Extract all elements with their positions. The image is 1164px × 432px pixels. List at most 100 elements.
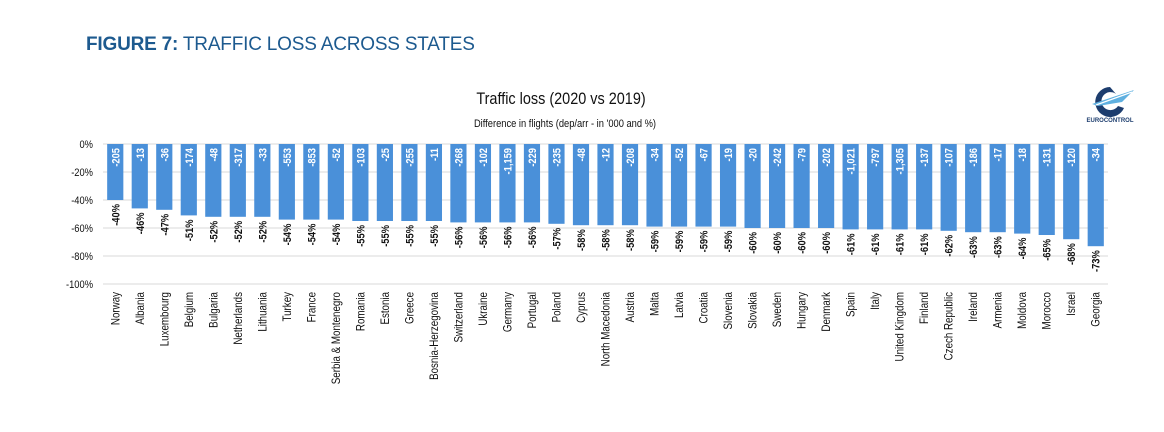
value-label-pct: -55%: [405, 225, 417, 247]
value-label-abs: -11: [429, 148, 441, 161]
bar: [867, 144, 884, 230]
value-label-abs: -242: [772, 148, 784, 167]
value-label-pct: -56%: [503, 226, 515, 248]
value-label-abs: -103: [356, 148, 368, 167]
x-tick-label: Croatia: [698, 292, 711, 324]
bar: [401, 144, 418, 221]
value-label-pct: -60%: [797, 232, 809, 254]
bar: [499, 144, 516, 223]
bar: [376, 144, 393, 221]
value-label-abs: -553: [282, 148, 294, 167]
value-label-pct: -61%: [920, 233, 932, 255]
bar: [646, 144, 663, 227]
bar: [254, 144, 271, 217]
x-tick-label: Turkey: [281, 291, 294, 321]
value-label-abs: -18: [1018, 148, 1030, 162]
bar: [965, 144, 982, 233]
value-label-pct: -40%: [111, 204, 123, 226]
value-label-pct: -54%: [282, 224, 294, 246]
bar: [793, 144, 810, 228]
value-label-abs: -67: [699, 148, 711, 162]
bar: [1038, 144, 1055, 235]
value-label-pct: -55%: [356, 225, 368, 247]
value-label-abs: -268: [454, 148, 466, 167]
value-label-abs: -102: [478, 148, 490, 167]
value-label-pct: -61%: [846, 233, 858, 255]
value-label-abs: -13: [135, 148, 147, 162]
bar: [450, 144, 467, 223]
value-label-abs: -208: [625, 148, 637, 167]
x-tick-label: Slovenia: [722, 292, 735, 330]
value-label-abs: -36: [160, 148, 172, 162]
x-tick-label: Albania: [134, 292, 147, 325]
value-label-abs: -255: [405, 148, 417, 167]
value-label-abs: -186: [969, 148, 981, 167]
x-tick-label: United Kingdom: [894, 292, 907, 362]
value-label-pct: -56%: [527, 226, 539, 248]
value-label-abs: -48: [576, 148, 588, 162]
bar: [278, 144, 295, 220]
value-label-pct: -65%: [1042, 239, 1054, 261]
value-label-abs: -19: [723, 148, 735, 162]
value-label-abs: -1,021: [846, 148, 858, 175]
value-label-abs: -52: [331, 148, 343, 162]
bar: [131, 144, 148, 209]
value-label-pct: -61%: [895, 233, 907, 255]
value-label-pct: -46%: [135, 212, 147, 234]
bar: [327, 144, 344, 220]
value-label-pct: -51%: [184, 219, 196, 241]
bar: [180, 144, 197, 216]
eurocontrol-logo-icon: [1092, 87, 1134, 117]
value-label-pct: -63%: [969, 236, 981, 258]
value-label-pct: -60%: [821, 232, 833, 254]
bar: [156, 144, 173, 210]
y-tick-label: -100%: [66, 279, 93, 291]
x-tick-label: Ukraine: [477, 292, 490, 326]
x-tick-label: North Macedonia: [600, 292, 613, 366]
value-label-abs: -25: [380, 148, 392, 162]
x-tick-label: Latvia: [673, 292, 686, 318]
value-label-pct: -58%: [625, 229, 637, 251]
value-label-abs: -17: [993, 148, 1005, 162]
bar: [744, 144, 761, 228]
x-tick-label: Serbia & Montenegro: [330, 292, 343, 384]
value-label-pct: -58%: [576, 229, 588, 251]
bar: [916, 144, 933, 230]
x-tick-label: Italy: [869, 291, 882, 310]
y-tick-label: -80%: [71, 251, 93, 263]
x-tick-label: Lithuania: [257, 292, 270, 332]
bar: [1087, 144, 1104, 247]
value-label-abs: -174: [184, 148, 196, 167]
figure-title-text: TRAFFIC LOSS ACROSS STATES: [182, 34, 475, 55]
x-tick-label: Luxembourg: [159, 292, 172, 346]
logo-text: EUROCONTROL: [1086, 118, 1134, 124]
value-label-abs: -229: [527, 148, 539, 167]
value-label-abs: -797: [871, 148, 883, 167]
value-label-pct: -58%: [601, 229, 613, 251]
x-tick-label: Austria: [624, 292, 637, 322]
bar: [229, 144, 246, 217]
eurocontrol-logo: EUROCONTROL: [1078, 84, 1142, 134]
value-label-pct: -54%: [307, 224, 319, 246]
bar: [303, 144, 320, 220]
value-label-pct: -52%: [209, 221, 221, 243]
x-tick-label: Hungary: [796, 291, 809, 329]
chart-title: Traffic loss (2020 vs 2019): [476, 90, 645, 108]
x-tick-label: Spain: [845, 292, 858, 317]
bar: [1014, 144, 1031, 234]
bar: [842, 144, 859, 230]
x-tick-label: Poland: [551, 292, 564, 322]
bars: -205 -40% -13 -46% -36 -47% -174 -51% -48 -52% -31…: [107, 144, 1104, 272]
bar: [940, 144, 957, 231]
value-label-pct: -52%: [258, 221, 270, 243]
value-label-abs: -202: [821, 148, 833, 167]
x-tick-label: Bosnia-Herzegovina: [428, 292, 441, 380]
bar: [205, 144, 222, 217]
value-label-abs: -1,159: [503, 148, 515, 175]
value-label-abs: -205: [111, 148, 123, 167]
value-label-abs: -12: [601, 148, 613, 162]
x-tick-label: Estonia: [379, 292, 392, 325]
value-label-pct: -56%: [454, 226, 466, 248]
y-tick-label: -40%: [71, 195, 93, 207]
